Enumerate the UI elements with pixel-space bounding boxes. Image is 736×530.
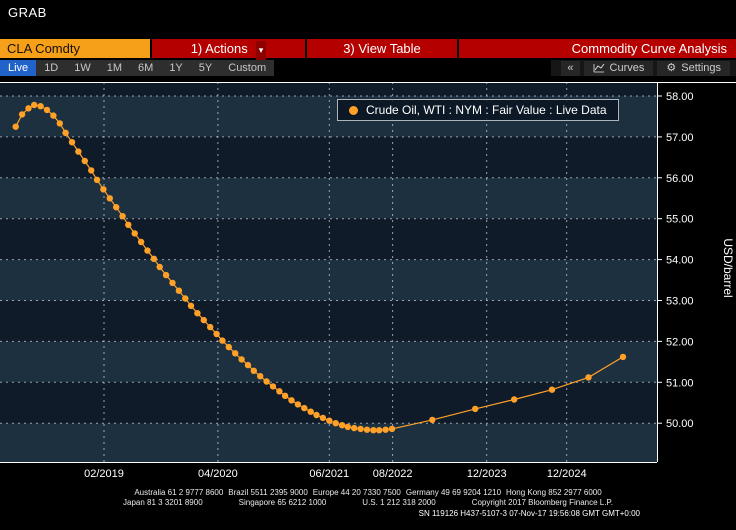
svg-text:12/2023: 12/2023 <box>467 468 507 480</box>
svg-text:08/2022: 08/2022 <box>373 468 413 480</box>
svg-text:04/2020: 04/2020 <box>198 468 238 480</box>
footer-contact: Germany 49 69 9204 1210 <box>405 488 502 497</box>
settings-button-label: Settings <box>681 61 721 74</box>
page-title: Commodity Curve Analysis <box>459 39 736 58</box>
footer-contact: Hong Kong 852 2977 6000 <box>506 488 602 497</box>
tab-custom[interactable]: Custom <box>228 62 267 74</box>
svg-text:54.00: 54.00 <box>666 255 694 267</box>
svg-text:56.00: 56.00 <box>666 173 694 185</box>
chart-area: 02/2019 04/2020 06/2021 08/2022 12/2023 12/20… <box>0 82 736 480</box>
actions-menu-label: 1) Actions <box>190 41 248 56</box>
tab-1y[interactable]: 1Y <box>169 62 183 74</box>
svg-text:53.00: 53.00 <box>666 296 694 308</box>
curves-button[interactable]: Curves <box>583 60 654 76</box>
svg-text:06/2021: 06/2021 <box>309 468 349 480</box>
grab-label: GRAB <box>8 5 47 20</box>
tab-5y[interactable]: 5Y <box>198 62 213 74</box>
footer-contact: Australia 61 2 9777 8600 <box>134 488 224 497</box>
svg-text:51.00: 51.00 <box>666 377 694 389</box>
svg-text:50.00: 50.00 <box>666 418 694 430</box>
actions-menu-button[interactable]: 1) Actions ▾ <box>152 39 305 60</box>
footer-contacts-line2: Japan 81 3 3201 8900 Singapore 65 6212 1… <box>0 498 736 507</box>
series-legend-label: Crude Oil, WTI : NYM : Fair Value : Live… <box>366 103 607 117</box>
tab-1m[interactable]: 1M <box>106 62 123 74</box>
terminal-status-line: SN 119126 H437-5107-3 07-Nov-17 19:56:08… <box>418 509 640 518</box>
chevron-down-icon: ▾ <box>255 41 267 60</box>
security-ticker-field[interactable]: CLA Comdty <box>0 39 150 58</box>
tab-6m[interactable]: 6M <box>138 62 154 74</box>
svg-text:58.00: 58.00 <box>666 91 694 103</box>
tab-1w[interactable]: 1W <box>74 62 91 74</box>
curves-button-label: Curves <box>609 61 645 74</box>
tab-live[interactable]: Live <box>0 60 37 76</box>
chart-toolbar: « Curves ⚙ Settings <box>551 60 736 76</box>
svg-text:52.00: 52.00 <box>666 336 694 348</box>
svg-text:55.00: 55.00 <box>666 214 694 226</box>
svg-text:USD/barrel: USD/barrel <box>721 238 735 297</box>
series-legend[interactable]: Crude Oil, WTI : NYM : Fair Value : Live… <box>337 99 619 121</box>
series-marker-icon <box>349 105 358 115</box>
footer-contact: Japan 81 3 3201 8900 <box>123 498 203 507</box>
footer-contact: U.S. 1 212 318 2000 <box>362 498 436 507</box>
curve-chart-icon <box>593 63 604 73</box>
collapse-panel-button[interactable]: « <box>561 60 580 76</box>
footer-contact: Singapore 65 6212 1000 <box>238 498 327 507</box>
futures-curve-chart[interactable]: 02/2019 04/2020 06/2021 08/2022 12/2023 12/20… <box>0 82 736 480</box>
view-table-button[interactable]: 3) View Table <box>307 39 457 58</box>
time-range-tabbar: Live 1D 1W 1M 6M 1Y 5Y Custom <box>0 60 275 76</box>
settings-button[interactable]: ⚙ Settings <box>657 60 730 76</box>
svg-text:57.00: 57.00 <box>666 132 694 144</box>
footer-contacts-line1: Australia 61 2 9777 8600 Brazil 5511 239… <box>0 488 736 497</box>
tab-1d[interactable]: 1D <box>44 62 59 74</box>
footer-contact: Brazil 5511 2395 9000 <box>228 488 308 497</box>
footer-copyright: Copyright 2017 Bloomberg Finance L.P. <box>471 498 613 507</box>
svg-text:02/2019: 02/2019 <box>84 468 124 480</box>
footer-contact: Europe 44 20 7330 7500 <box>312 488 401 497</box>
svg-text:12/2024: 12/2024 <box>547 468 587 480</box>
gear-icon: ⚙ <box>666 61 677 74</box>
